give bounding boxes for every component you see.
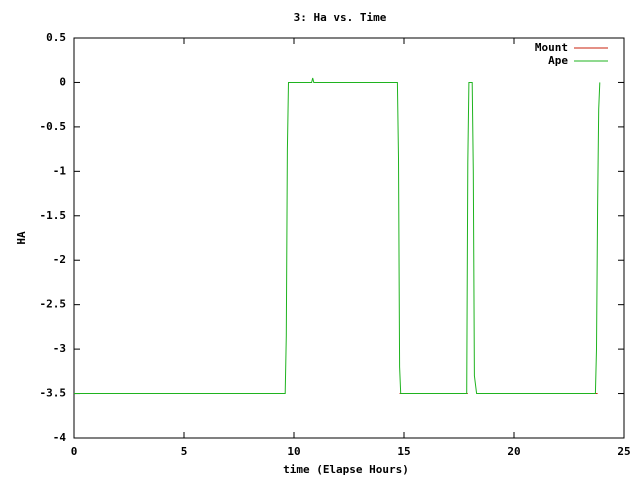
- chart-title: 3: Ha vs. Time: [294, 11, 387, 24]
- plot-border: [73, 37, 625, 439]
- y-tick-label: 0.5: [46, 31, 66, 44]
- x-axis-label: time (Elapse Hours): [283, 463, 409, 476]
- x-tick-label: 5: [181, 445, 188, 458]
- series-line: [74, 77, 601, 395]
- y-tick-label: -4: [53, 431, 67, 444]
- y-tick-label: -3.5: [40, 387, 67, 400]
- y-tick-label: -2.5: [40, 298, 67, 311]
- y-tick-label: -2: [53, 253, 66, 266]
- y-tick-label: -0.5: [40, 120, 67, 133]
- x-tick-label: 10: [287, 445, 300, 458]
- x-tick-label: 25: [617, 445, 630, 458]
- x-tick-label: 0: [71, 445, 78, 458]
- y-tick-label: 0: [59, 75, 66, 88]
- y-axis-label: HA: [15, 231, 28, 245]
- x-tick-label: 15: [397, 445, 410, 458]
- y-tick-label: -3: [53, 342, 66, 355]
- legend-label: Mount: [535, 41, 568, 54]
- y-tick-label: -1.5: [40, 209, 67, 222]
- legend-label: Ape: [548, 54, 568, 67]
- y-tick-label: -1: [53, 164, 67, 177]
- x-tick-label: 20: [507, 445, 520, 458]
